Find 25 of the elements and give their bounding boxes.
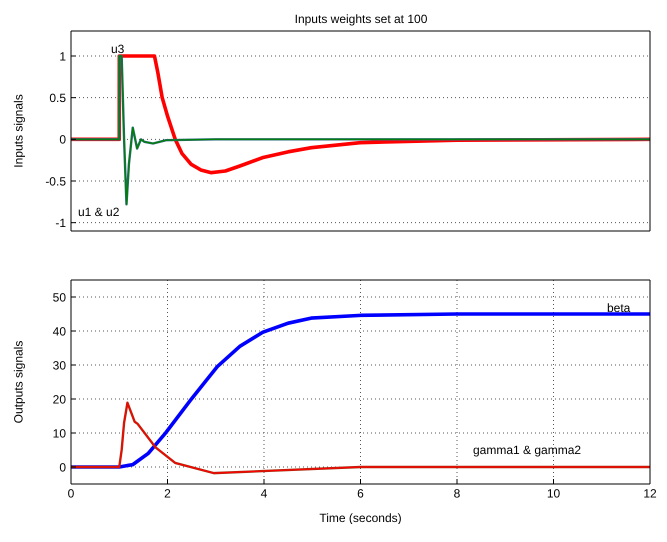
y-tick-label: 30 [52,358,66,372]
annotation: gamma1 & gamma2 [473,443,582,457]
y-tick-label: 50 [52,290,66,304]
y-tick-label: 20 [52,392,66,406]
x-tick-label: 2 [164,486,172,501]
chart-title: Inputs weights set at 100 [294,11,428,28]
y-tick-label: -1 [55,216,66,230]
line-series [71,312,650,469]
y-tick-label: -0.5 [45,174,66,188]
y-axis-title: Inputs signals [11,94,26,168]
annotation: u3 [111,42,124,56]
y-tick-label: 40 [52,324,66,338]
x-tick-label: 8 [454,486,461,501]
y-tick-label: 0 [59,460,66,474]
x-tick-label: 6 [357,486,364,501]
annotation: u1 & u2 [78,205,120,219]
y-tick-label: 1 [59,49,66,64]
annotation: beta [607,301,630,315]
y-tick-label: 0.5 [49,90,66,105]
y-tick-label: 0 [59,132,66,147]
y-axis-title: Outputs signals [11,340,26,424]
x-tick-label: 4 [260,486,268,501]
x-tick-label: 12 [643,486,657,501]
y-tick-label: 10 [52,426,66,440]
x-tick-label: 10 [546,486,560,501]
